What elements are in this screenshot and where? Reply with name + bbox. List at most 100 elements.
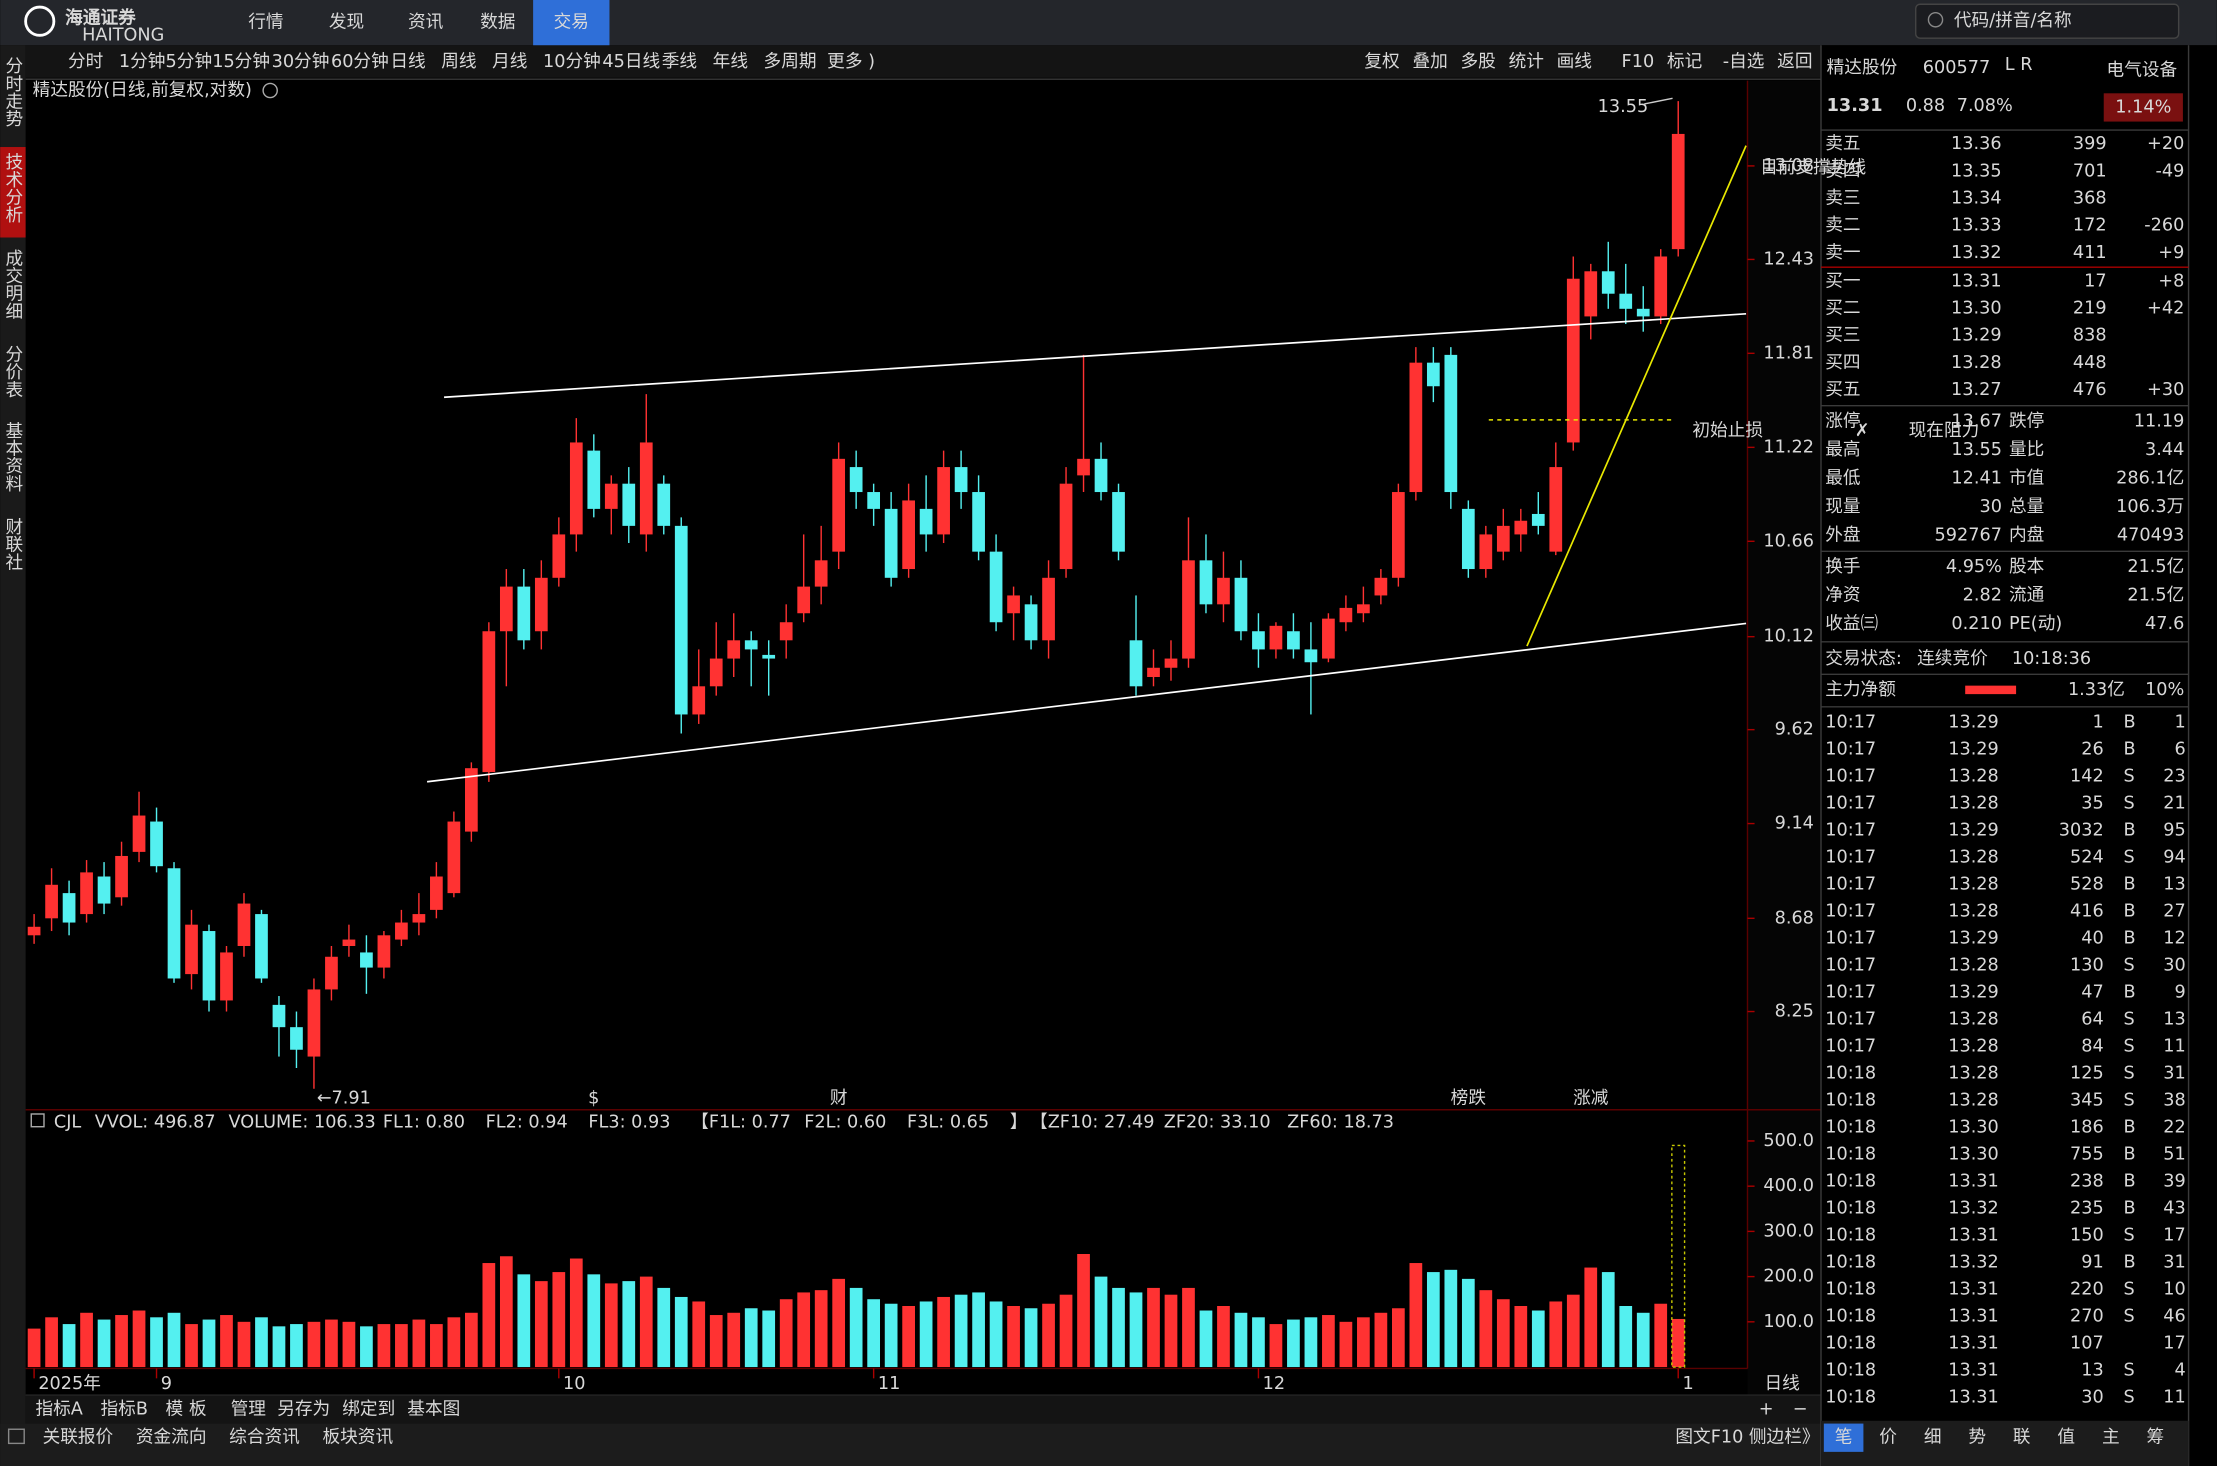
side-tab-active xyxy=(1823,1423,1864,1452)
period-tab[interactable]: 45日线 xyxy=(602,51,660,72)
period-tab[interactable]: 季线 xyxy=(662,51,697,72)
tick-price: 13.29 xyxy=(1948,820,1999,840)
bottom-tab[interactable]: 关联报价 xyxy=(43,1427,114,1448)
tick-time: 10:17 xyxy=(1825,739,1876,759)
candle-body xyxy=(849,467,863,493)
nav-tab[interactable]: 数据 xyxy=(480,12,515,33)
period-tab[interactable]: 分时 xyxy=(68,51,103,72)
period-tab[interactable]: 月线 xyxy=(492,51,527,72)
indicator-tab[interactable]: 模 板 xyxy=(166,1398,207,1419)
period-tab[interactable]: 更多 ) xyxy=(827,51,875,72)
tool-button[interactable]: 画线 xyxy=(1557,51,1592,72)
y-tick-label: 8.68 xyxy=(1775,908,1814,928)
tick-volume: 345 xyxy=(2070,1090,2104,1110)
tick-count: 30 xyxy=(2163,955,2185,975)
side-tab[interactable]: 联 xyxy=(2013,1427,2031,1448)
y-tick-label: 11.22 xyxy=(1763,437,1814,457)
period-tab[interactable]: 15分钟 xyxy=(212,51,270,72)
left-tab[interactable]: 分价表 xyxy=(3,344,23,397)
period-tab[interactable]: 多周期 xyxy=(764,51,817,72)
volume-bar xyxy=(1479,1290,1493,1368)
side-tab[interactable]: 主 xyxy=(2102,1427,2120,1448)
bottom-tab[interactable]: 综合资讯 xyxy=(229,1427,300,1448)
sidebar-toggle[interactable]: 侧边栏》 xyxy=(1749,1427,1820,1448)
side-tab[interactable]: 价 xyxy=(1879,1428,1897,1448)
event-marker[interactable]: 涨减 xyxy=(1573,1087,1609,1108)
volume-bar xyxy=(202,1319,216,1368)
candle-body xyxy=(1426,362,1440,387)
vol-tick-label: 100.0 xyxy=(1763,1312,1814,1332)
period-tab[interactable]: 5分钟 xyxy=(166,51,213,72)
tick-side: S xyxy=(2124,1225,2135,1245)
event-marker[interactable]: 财 xyxy=(830,1087,848,1108)
tool-button[interactable]: 统计 xyxy=(1509,51,1544,72)
volume-bar xyxy=(622,1281,636,1368)
event-marker[interactable]: 榜跌 xyxy=(1451,1087,1487,1108)
nav-tab[interactable]: 行情 xyxy=(248,12,283,33)
indicator-tab[interactable]: 管理 xyxy=(231,1398,267,1419)
period-tab[interactable]: 1分钟 xyxy=(119,51,166,72)
f10-link[interactable]: 图文F10 xyxy=(1675,1427,1743,1448)
stat-label: 股本 xyxy=(2009,556,2045,577)
tick-count: 21 xyxy=(2163,793,2185,813)
zoom-in[interactable]: + xyxy=(1759,1399,1774,1419)
book-volume: 411 xyxy=(2073,243,2107,263)
stat-value: 30 xyxy=(1979,497,2001,517)
tool-button[interactable]: 叠加 xyxy=(1412,51,1447,72)
tick-volume: 35 xyxy=(2081,793,2103,813)
bottom-tab[interactable]: 板块资讯 xyxy=(322,1427,393,1448)
tick-volume: 26 xyxy=(2081,739,2103,759)
tool-button[interactable]: 标记 xyxy=(1667,51,1702,72)
period-tab[interactable]: 年线 xyxy=(713,51,748,72)
indicator-tab[interactable]: 指标B xyxy=(101,1398,148,1419)
search-box[interactable] xyxy=(1915,3,2180,39)
period-tab[interactable]: 日线 xyxy=(390,51,425,72)
indicator-tab[interactable]: 绑定到 xyxy=(342,1398,395,1419)
tick-time: 10:18 xyxy=(1825,1198,1876,1218)
left-tab[interactable]: 分时走势 xyxy=(3,56,23,127)
sector[interactable]: 电气设备 xyxy=(2107,60,2178,81)
vol-tick-label: 400.0 xyxy=(1763,1176,1814,1196)
side-tab[interactable]: 细 xyxy=(1924,1427,1942,1448)
side-tab[interactable]: 势 xyxy=(1968,1427,1986,1448)
tick-side: B xyxy=(2124,928,2136,948)
period-tab[interactable]: 周线 xyxy=(441,51,476,72)
tick-side: B xyxy=(2124,982,2136,1002)
left-tab[interactable]: 成交明细 xyxy=(3,248,23,319)
zoom-out[interactable]: − xyxy=(1793,1399,1808,1419)
tick-volume: 64 xyxy=(2081,1009,2103,1029)
indicator-tab[interactable]: 基本图 xyxy=(407,1398,460,1419)
period-tab[interactable]: 30分钟 xyxy=(272,51,330,72)
nav-tab[interactable]: 交易 xyxy=(554,12,589,33)
event-marker[interactable]: $ xyxy=(588,1088,599,1108)
left-tab[interactable]: 财联社 xyxy=(3,517,23,570)
volume-bar xyxy=(1549,1301,1563,1368)
volume-bar xyxy=(132,1310,146,1368)
tick-side: S xyxy=(2124,1279,2135,1299)
candle-body xyxy=(1566,278,1580,443)
stat-value: 12.41 xyxy=(1951,468,2002,488)
bottom-tab[interactable]: 资金流向 xyxy=(136,1427,207,1448)
indicator-tab[interactable]: 另存为 xyxy=(277,1398,330,1419)
tool-button[interactable]: 多股 xyxy=(1461,51,1497,72)
left-tab[interactable]: 基本资料 xyxy=(3,421,23,492)
left-tab[interactable]: 技术分析 xyxy=(3,152,23,223)
tool-button[interactable]: 返回 xyxy=(1777,51,1812,72)
period-tab[interactable]: 60分钟 xyxy=(331,51,389,72)
side-tab[interactable]: 笔 xyxy=(1835,1427,1853,1448)
period-tab[interactable]: 10分钟 xyxy=(543,51,601,72)
indicator-tab[interactable]: 指标A xyxy=(36,1398,83,1419)
candle-body xyxy=(1077,458,1090,476)
tick-count: 94 xyxy=(2163,847,2185,867)
tick-volume: 220 xyxy=(2070,1279,2104,1299)
tool-button[interactable]: 复权 xyxy=(1364,51,1400,72)
tool-button[interactable]: F10 xyxy=(1622,52,1655,72)
tool-button[interactable]: -自选 xyxy=(1723,51,1765,72)
volume-bar xyxy=(1059,1294,1073,1368)
nav-tab[interactable]: 资讯 xyxy=(408,12,444,33)
nav-tab[interactable]: 发现 xyxy=(329,12,364,33)
tick-volume: 270 xyxy=(2070,1306,2104,1326)
side-tab[interactable]: 值 xyxy=(2057,1427,2075,1448)
tick-volume: 235 xyxy=(2070,1198,2104,1218)
side-tab[interactable]: 筹 xyxy=(2147,1427,2165,1448)
